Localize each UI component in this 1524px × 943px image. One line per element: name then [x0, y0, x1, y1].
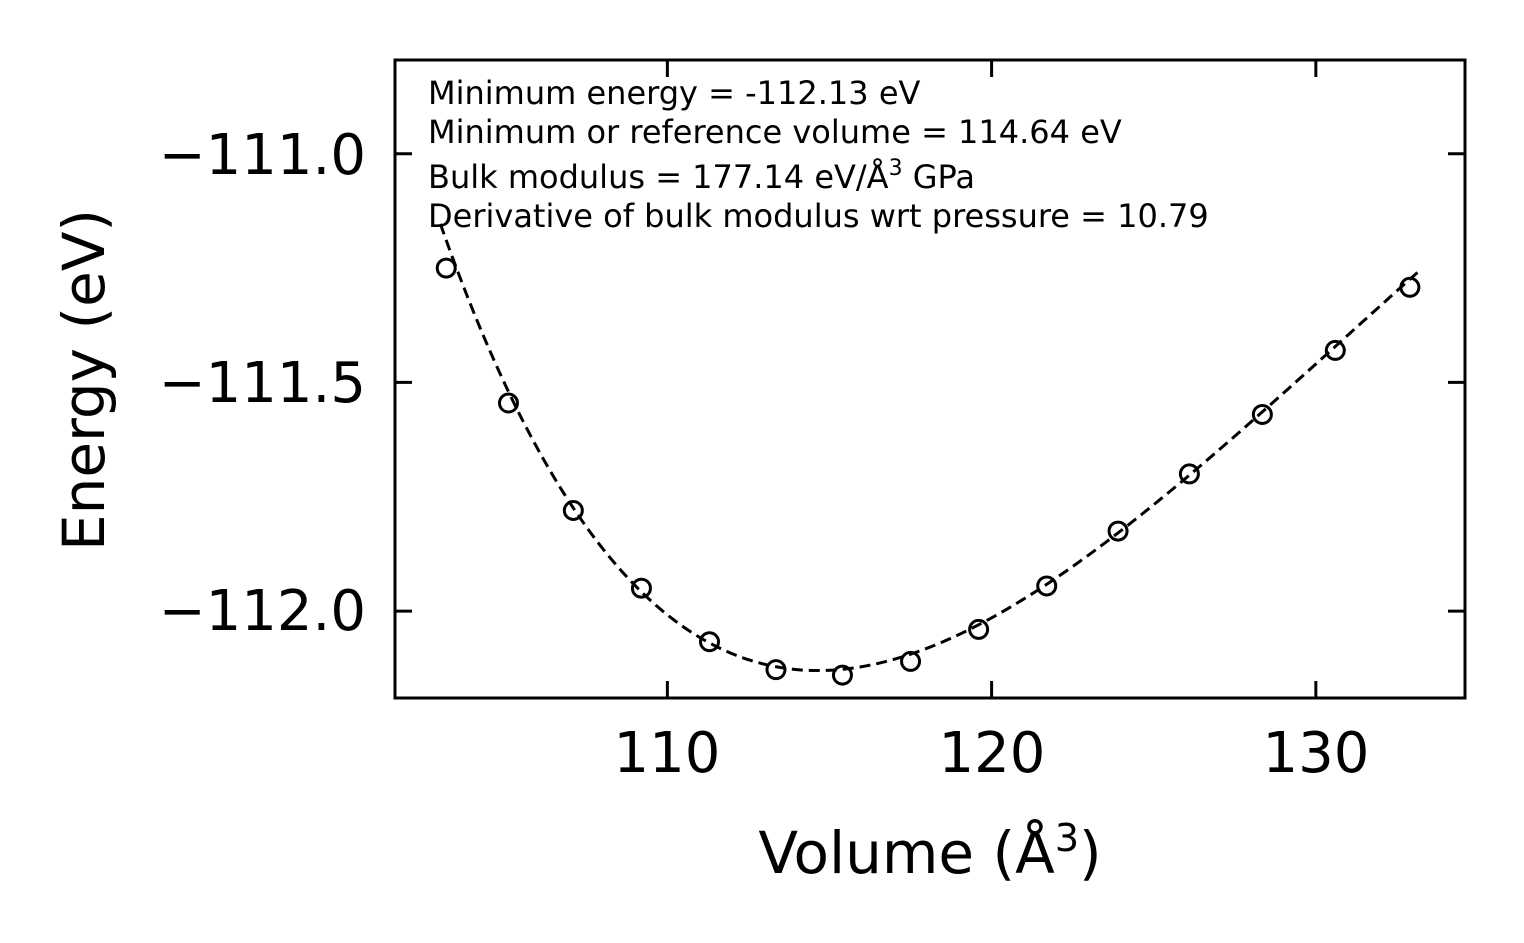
annotation-bulk-modulus: Bulk modulus = 177.14 eV/Å3 GPa: [428, 156, 975, 196]
x-tick-label-130: 130: [1263, 721, 1370, 786]
axis-ticks: [395, 60, 1465, 698]
annotation-reference-volume: Minimum or reference volume = 114.64 eV: [428, 113, 1122, 151]
plot-frame: [393, 58, 1467, 700]
data-point: [562, 499, 584, 521]
data-point: [765, 659, 787, 681]
annotation-bulk-modulus-derivative: Derivative of bulk modulus wrt pressure …: [428, 197, 1209, 235]
annotation-minimum-energy: Minimum energy = -112.13 eV: [428, 74, 921, 112]
y-axis-title: Energy (eV): [50, 209, 118, 551]
data-point: [1399, 276, 1421, 298]
data-point: [1251, 403, 1273, 425]
x-tick-label-120: 120: [939, 721, 1046, 786]
data-point: [630, 577, 652, 599]
data-point: [1178, 463, 1200, 485]
x-tick-label-110: 110: [614, 721, 721, 786]
data-point: [699, 631, 721, 653]
y-tick-label-111-5: −111.5: [159, 351, 366, 416]
y-tick-label-112-0: −112.0: [159, 579, 366, 644]
data-point: [435, 257, 457, 279]
data-point: [1324, 339, 1346, 361]
fit-annotations: Minimum energy = -112.13 eV Minimum or r…: [428, 74, 1209, 235]
tick-labels: 110 120 130 −111.0 −111.5 −112.0: [159, 123, 1370, 786]
data-point: [900, 650, 922, 672]
fit-curve: [438, 223, 1421, 673]
data-point: [1107, 520, 1129, 542]
y-tick-label-111-0: −111.0: [159, 123, 366, 188]
data-points: [435, 257, 1421, 686]
data-point: [497, 392, 519, 414]
data-point: [1036, 575, 1058, 597]
data-point: [831, 664, 853, 686]
x-axis-title: Volume (Å3): [758, 816, 1101, 887]
data-point: [968, 618, 990, 640]
